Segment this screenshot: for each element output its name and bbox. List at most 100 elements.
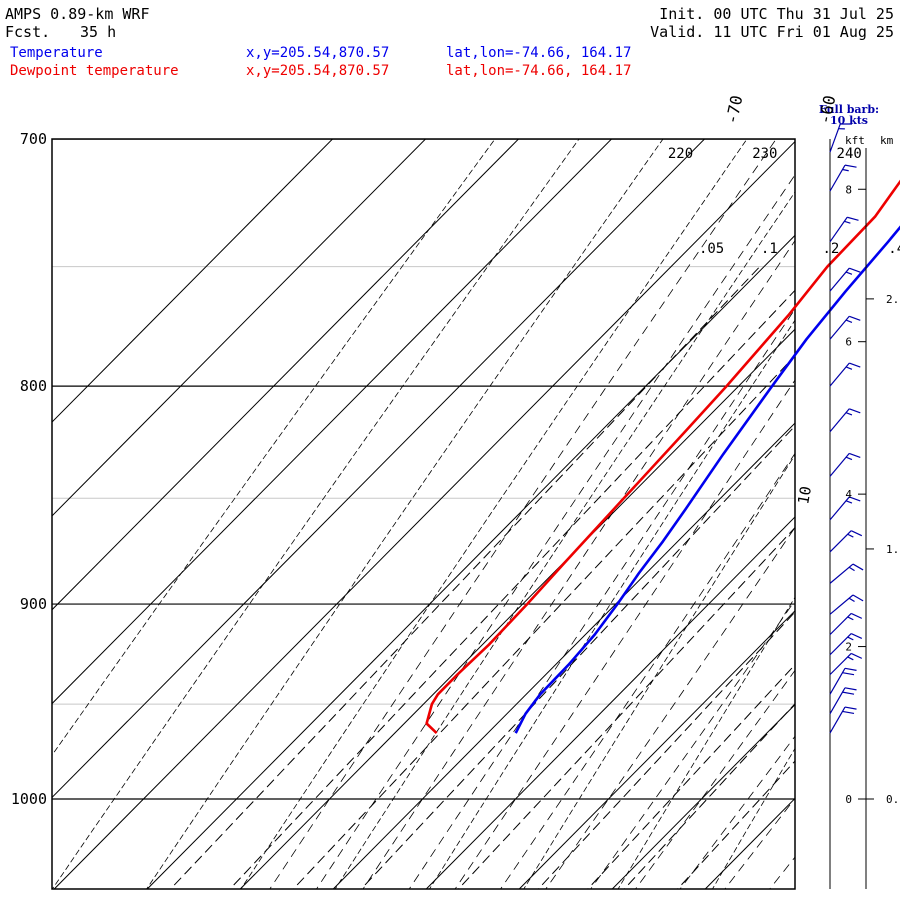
moist-adiabat — [679, 735, 795, 889]
dry-adiabat — [617, 596, 795, 889]
dry-adiabat — [334, 191, 795, 889]
legend-temperature-xy: x,y=205.54,870.57 — [246, 45, 390, 61]
moist-adiabat — [545, 526, 795, 889]
pressure-tick-label: 900 — [20, 595, 47, 613]
init-time: Init. 00 UTC Thu 31 Jul 25 — [659, 5, 894, 23]
dry-adiabat — [429, 319, 795, 889]
isotherm-line — [518, 610, 795, 889]
pressure-tick-label: 1000 — [11, 790, 47, 808]
kft-tick-label: 2 — [845, 641, 852, 654]
temperature-trace — [514, 225, 900, 734]
wind-barb — [829, 612, 863, 636]
temperature-tick-label: -70 — [722, 94, 747, 126]
pressure-tick-label: 800 — [20, 377, 47, 395]
isotherm-line — [239, 328, 795, 889]
km-tick-label: 1. — [886, 543, 899, 556]
wind-barb-half-flag — [845, 366, 853, 370]
moist-adiabat — [454, 379, 795, 889]
wind-barb-half-flag — [845, 412, 853, 416]
mixing-ratio-line — [457, 526, 795, 889]
wind-barb — [829, 408, 861, 433]
wind-barb-half-flag — [845, 456, 853, 461]
isotherm-line — [704, 797, 795, 889]
kft-axis-label: kft — [845, 134, 865, 147]
mixing-ratio-line — [537, 611, 795, 889]
isotherm-line — [611, 703, 795, 889]
valid-time: Valid. 11 UTC Fri 01 Aug 25 — [650, 23, 894, 41]
dry-adiabat-label: 230 — [752, 146, 777, 162]
moist-adiabat — [590, 599, 795, 889]
wind-barb — [829, 530, 863, 553]
wind-barb-half-flag — [845, 500, 853, 504]
wind-barb-flag — [842, 691, 855, 695]
wind-barb — [829, 652, 863, 676]
dry-adiabat — [712, 747, 795, 889]
wind-barb — [829, 267, 861, 292]
isotherm-line — [52, 139, 613, 705]
plot-frame — [51, 138, 796, 890]
mixing-ratio-line — [292, 354, 795, 889]
temperature-tick-label: -60 — [815, 94, 840, 126]
wind-barb-flag — [850, 612, 863, 619]
wind-barb-half-flag — [848, 566, 855, 572]
model-title: AMPS 0.89-km WRF — [5, 5, 150, 23]
wind-barb-flag — [849, 496, 861, 502]
km-axis-label: km — [880, 134, 894, 147]
wind-barb-half-flag — [847, 636, 854, 641]
km-tick-label: 0. — [886, 793, 899, 806]
dry-adiabat — [146, 139, 664, 889]
dry-adiabat-label: 220 — [668, 146, 693, 162]
wind-barb-half-flag — [847, 533, 854, 538]
mixing-ratio-line — [676, 760, 795, 889]
wind-barb-half-flag — [847, 616, 854, 621]
isotherm-line — [53, 140, 795, 889]
kft-tick-label: 6 — [845, 336, 852, 349]
kft-tick-label: 0 — [845, 793, 852, 806]
wind-barb-flag — [852, 563, 864, 571]
moist-adiabat — [724, 797, 795, 889]
kft-tick-label: 4 — [845, 488, 852, 501]
wind-barb-flag — [847, 216, 859, 221]
wind-barb-flag — [844, 667, 857, 671]
wind-barb — [829, 164, 857, 192]
wind-barb-shaft — [829, 633, 852, 656]
wind-barb-flag — [850, 632, 863, 640]
isotherm-line — [332, 422, 795, 889]
wind-barb — [829, 667, 857, 695]
wind-barb — [829, 496, 861, 521]
moist-adiabat — [316, 174, 795, 889]
forecast-label: Fcst. — [5, 23, 51, 41]
wind-barb-half-flag — [845, 271, 853, 275]
forecast-hour: 35 h — [80, 23, 117, 41]
wind-barb — [829, 123, 852, 153]
wind-barb-note: Full barb: 10 kts — [814, 104, 884, 126]
mixing-ratio-line — [587, 663, 795, 889]
wind-barb — [829, 563, 864, 584]
wind-barb-shaft — [829, 164, 846, 192]
wind-barb-half-flag — [847, 656, 854, 661]
mixing-ratio-label: .1 — [761, 241, 778, 257]
wind-barb-flag — [852, 594, 864, 602]
wind-barb-flag — [850, 530, 863, 537]
wind-barb-note-line1: Full barb: — [818, 103, 880, 116]
wind-barb-flag — [842, 672, 855, 676]
moist-adiabat — [408, 308, 795, 889]
legend-dewpoint-label: Dewpoint temperature — [10, 63, 179, 79]
wind-barb-flag — [842, 710, 855, 715]
wind-barb-half-flag — [848, 597, 855, 603]
wind-barb — [829, 216, 859, 243]
legend-temperature-latlon: lat,lon=-74.66, 164.17 — [446, 45, 632, 61]
wind-barb — [829, 315, 861, 340]
wind-barb — [829, 594, 864, 615]
dry-adiabat — [523, 454, 795, 889]
wind-barb — [829, 706, 857, 734]
wind-barb-flag — [849, 362, 861, 368]
mixing-ratio-line — [229, 289, 795, 889]
legend-temperature-label: Temperature — [10, 45, 103, 61]
wind-barb-flag — [849, 408, 861, 414]
moist-adiabat — [269, 139, 777, 889]
dewpoint-trace — [425, 179, 900, 735]
wind-barb-flag — [850, 652, 863, 659]
wind-barb-half-flag — [845, 319, 853, 323]
